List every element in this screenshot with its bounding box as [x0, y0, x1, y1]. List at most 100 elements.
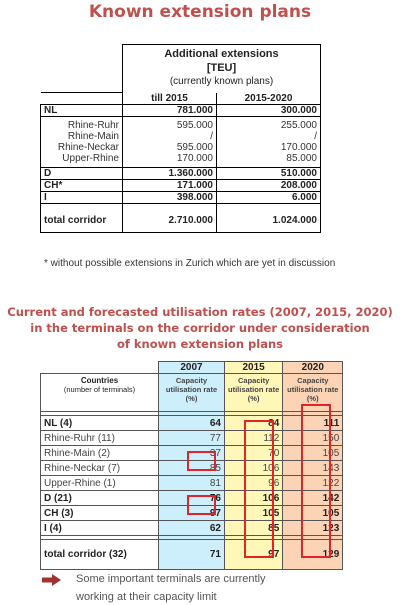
- table-row: CH* 171.000 208.000: [40, 178, 321, 192]
- capacity-label: Capacity: [175, 376, 208, 385]
- countries-header: Countries (number of terminals): [40, 373, 159, 412]
- cell-value: 398.000: [122, 190, 217, 204]
- capacity-label: Capacity: [297, 376, 329, 385]
- highlight-box: [301, 404, 331, 558]
- year-header: 2015: [223, 361, 284, 374]
- cell-value: /: [122, 130, 217, 142]
- row-label: total corridor: [40, 210, 123, 233]
- row-label: CH*: [40, 178, 123, 192]
- row-label: Rhine-Neckar: [40, 141, 123, 153]
- column-header: 2015-2020: [216, 92, 321, 105]
- table-row: I 398.000 6.000: [40, 190, 321, 204]
- capacity-label: (%): [306, 394, 319, 403]
- cell-value: 595.000: [122, 141, 217, 153]
- capacity-label: Capacity: [238, 376, 270, 385]
- cell-value: /: [216, 130, 321, 142]
- right-arrow-icon: [42, 574, 61, 586]
- cell-value: 71: [158, 539, 225, 570]
- cell-value: 123: [282, 520, 344, 536]
- row-label: NL (4): [40, 415, 159, 431]
- cell-value: 170.000: [216, 141, 321, 153]
- table-row: Rhine-Main / /: [40, 130, 321, 142]
- table-row-total: total corridor 2.710.000 1.024.000: [40, 210, 321, 233]
- table-corner: [40, 361, 159, 374]
- cell-value: 81: [158, 475, 225, 491]
- cell-value: 2.710.000: [122, 210, 217, 233]
- table-row: Rhine-Neckar 595.000 170.000: [40, 141, 321, 153]
- extension-plans-table: Additional extensions [TEU] (currently k…: [40, 44, 321, 233]
- table-row: D 1.360.000 510.000: [40, 166, 321, 180]
- cell-value: 170.000: [122, 152, 217, 168]
- countries-label: Countries: [80, 376, 119, 385]
- note-line: working at their capacity limit: [76, 591, 217, 603]
- cell-value: 112: [223, 430, 284, 446]
- highlight-box: [187, 451, 216, 471]
- header-unit: [TEU]: [206, 62, 237, 74]
- row-label: Rhine-Neckar (7): [40, 460, 159, 476]
- table-row: Rhine-Neckar (7) 85 106 143: [40, 460, 344, 476]
- note-text: Some important terminals are currently w…: [76, 570, 266, 605]
- cell-value: 300.000: [216, 103, 321, 117]
- note-line: Some important terminals are currently: [76, 573, 266, 585]
- table-corner: [40, 92, 123, 105]
- cell-value: 6.000: [216, 190, 321, 204]
- highlight-box: [187, 495, 216, 515]
- cell-value: 129: [282, 539, 344, 570]
- cell-value: 255.000: [216, 116, 321, 131]
- cell-value: 781.000: [122, 103, 217, 117]
- section-title-line: Current and forecasted utilisation rates…: [7, 305, 393, 319]
- table-header: Additional extensions [TEU] (currently k…: [122, 44, 321, 93]
- capacity-header: Capacity utilisation rate (%): [223, 373, 284, 412]
- row-label: Rhine-Ruhr (11): [40, 430, 159, 446]
- year-header: 2020: [282, 361, 344, 374]
- header-note: (currently known plans): [169, 76, 274, 87]
- cell-value: 1.360.000: [122, 166, 217, 180]
- cell-value: 64: [158, 415, 225, 431]
- row-label: total corridor (32): [40, 539, 159, 570]
- row-label: Rhine-Main: [40, 130, 123, 142]
- capacity-label: utilisation rate: [287, 385, 339, 394]
- cell-value: 1.024.000: [216, 210, 321, 233]
- table-row: NL 781.000 300.000: [40, 103, 321, 117]
- column-header: till 2015: [122, 92, 217, 105]
- table-row: D (21) 76 106 142: [40, 490, 344, 506]
- capacity-label: (%): [247, 394, 260, 403]
- year-header: 2007: [158, 361, 225, 374]
- cell-value: 106: [223, 490, 284, 506]
- table-corner: [40, 44, 123, 93]
- countries-note: (number of terminals): [63, 385, 136, 394]
- section-title: Current and forecasted utilisation rates…: [0, 304, 400, 352]
- row-label: Upper-Rhine (1): [40, 475, 159, 491]
- table-row: Rhine-Ruhr (11) 77 112 150: [40, 430, 344, 446]
- cell-value: 105: [282, 445, 344, 461]
- table-row: Upper-Rhine 170.000 85.000: [40, 152, 321, 168]
- section-title-line: of known extension plans: [116, 337, 283, 351]
- cell-value: 77: [158, 430, 225, 446]
- row-label: CH (3): [40, 505, 159, 521]
- row-label: D (21): [40, 490, 159, 506]
- utilisation-table: 2007 2015 2020 Countries (number of term…: [40, 361, 344, 570]
- highlight-box: [244, 420, 274, 558]
- row-label: I (4): [40, 520, 159, 536]
- page-title: Known extension plans: [88, 2, 312, 22]
- cell-value: 85.000: [216, 152, 321, 168]
- row-label: I: [40, 190, 123, 204]
- table-row: NL (4) 64 84 111: [40, 415, 344, 431]
- cell-value: 105: [282, 505, 344, 521]
- section-title-line: in the terminals on the corridor under c…: [30, 321, 370, 335]
- row-label: Rhine-Ruhr: [40, 116, 123, 131]
- table-row-total: total corridor (32) 71 97 129: [40, 539, 344, 570]
- table-spacer: [40, 203, 321, 210]
- table-row: Rhine-Ruhr 595.000 255.000: [40, 116, 321, 131]
- cell-value: 171.000: [122, 178, 217, 192]
- row-label: NL: [40, 103, 123, 117]
- capacity-label: (%): [185, 394, 198, 403]
- capacity-label: utilisation rate: [165, 385, 218, 394]
- cell-value: 208.000: [216, 178, 321, 192]
- table-row: Upper-Rhine (1) 81 96 122: [40, 475, 344, 491]
- table-row: I (4) 62 85 123: [40, 520, 344, 536]
- footnote: * without possible extensions in Zurich …: [44, 258, 336, 269]
- table-row: Rhine-Main (2) 37 70 105: [40, 445, 344, 461]
- capacity-label: utilisation rate: [228, 385, 280, 394]
- cell-value: 62: [158, 520, 225, 536]
